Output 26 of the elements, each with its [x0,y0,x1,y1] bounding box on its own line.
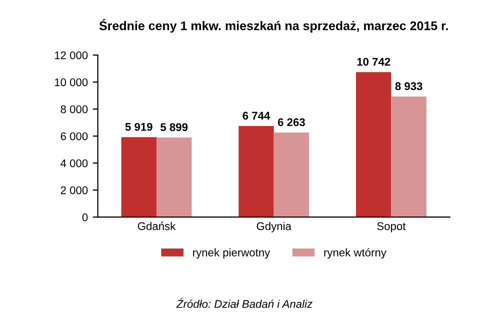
text: Źródło: Dział Badań i Analiz [176,298,312,308]
bar [121,137,156,218]
legend-label: rynek pierwotny [193,248,270,259]
data-label: 5 919 [125,122,152,131]
y-tick-label: 2 000 [60,186,88,194]
bar [238,126,274,218]
bar [356,72,392,218]
data-label: 5 899 [160,123,188,132]
legend-label: rynek wtórny [324,248,386,259]
y-tick-label: 10 000 [54,78,88,86]
x-tick-label: Gdańsk [138,222,176,230]
data-label: 8 933 [395,82,422,90]
bar [274,132,310,218]
chart-title: Średnie ceny 1 mkw. mieszkań na sprzedaż, marzec 2015 r. [99,19,448,33]
data-label: 10 742 [357,58,390,66]
bar [156,137,192,218]
y-tick-label: 8 000 [60,105,88,114]
y-tick-label: 0 [82,213,88,222]
bar [391,96,426,218]
y-tick-label: 12 000 [54,51,88,60]
data-label: 6 263 [278,118,305,126]
x-tick-label: Gdynia [256,222,292,232]
y-tick-label: 4 000 [60,159,88,168]
x-tick-label: Sopot [377,222,406,232]
y-tick-label: 6 000 [60,132,88,140]
data-label: 6 744 [242,112,270,120]
